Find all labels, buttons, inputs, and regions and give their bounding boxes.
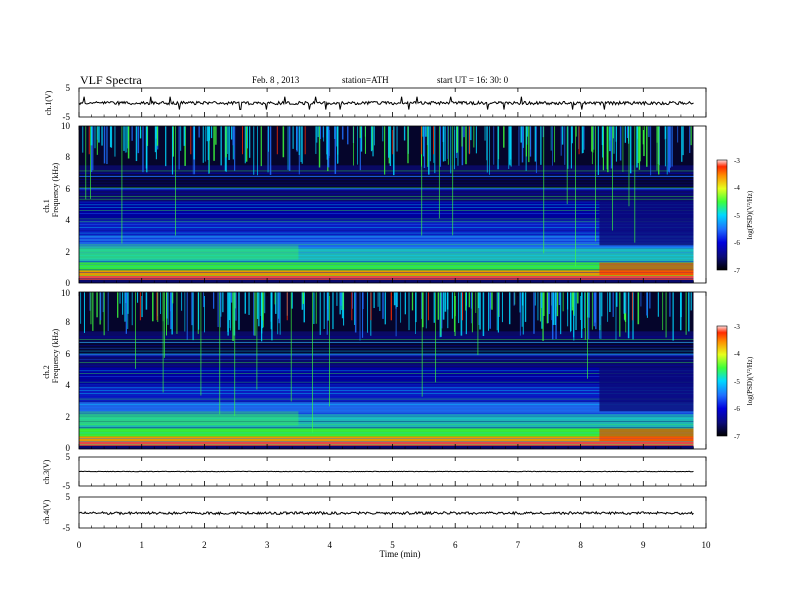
ch1-ytick-10: 10	[61, 121, 71, 131]
ch1-spectrogram-panel: 0 2 4 6 8 10 ch.1 Frequency (kHz) -3 -4 …	[42, 121, 754, 288]
ch3-ytick-top: 5	[66, 452, 71, 462]
x-tick-label-4: 4	[328, 540, 333, 550]
chart-title: VLF Spectra	[80, 73, 142, 87]
x-tick-label-0: 0	[77, 540, 82, 550]
spectral-band-3	[79, 354, 694, 368]
ch4-waveform-ylabel: ch.4(V)	[42, 499, 51, 524]
ch1-colorbar: -3 -4 -5 -6 -7 log(PSD)(V²/Hz)	[716, 157, 754, 275]
ch1-spectrogram-ylabel-frequency: Frequency (kHz)	[51, 162, 60, 217]
spectral-band-6	[79, 401, 694, 415]
spectral-band-11	[79, 445, 694, 449]
ch1-spectrogram-ylabel-channel: ch.1	[42, 199, 51, 213]
ch2-colorbar-tick-minus3: -3	[734, 323, 740, 331]
spectral-band-9	[79, 436, 694, 442]
waveform-path	[78, 96, 694, 110]
x-tick-label-5: 5	[390, 540, 395, 550]
x-tick-label-6: 6	[453, 540, 458, 550]
ch1-spectrogram-image	[79, 126, 694, 283]
x-tick-label-3: 3	[265, 540, 270, 550]
spectral-band-5	[79, 220, 694, 236]
spectral-band-1	[79, 165, 694, 175]
spectral-band-10	[79, 441, 694, 446]
ch2-ytick-8: 8	[66, 317, 71, 327]
ch2-spectrogram-image	[79, 292, 694, 449]
ch4-waveform-trace	[78, 510, 694, 516]
ch1-waveform-ylabel: ch.1(V)	[44, 90, 53, 115]
time-axis-ticks: 0 1 2 3 4 5 6 7 8 9 10	[77, 88, 711, 550]
ch2-ytick-10: 10	[61, 288, 71, 298]
ch2-colorbar: -3 -4 -5 -6 -7 log(PSD)(V²/Hz)	[716, 323, 754, 441]
ch3-ytick-bottom: -5	[63, 481, 71, 491]
ch1-colorbar-tick-minus3: -3	[734, 157, 740, 165]
ch2-spectrogram-ylabel-channel: ch.2	[42, 365, 51, 379]
spectral-band-8	[79, 262, 694, 271]
ch1-ytick-8: 8	[66, 152, 71, 162]
x-tick-label-9: 9	[641, 540, 646, 550]
segment-mid-band	[599, 201, 694, 246]
segment-mid-band	[599, 367, 694, 412]
start-time-label: start UT = 16: 30: 0	[437, 75, 509, 85]
spectral-band-8	[79, 428, 694, 437]
ch2-spectrogram-panel: 0 2 4 6 8 10 ch.2 Frequency (kHz) -3 -4 …	[42, 288, 754, 453]
segment-low-band	[599, 262, 694, 276]
spectral-band-6	[79, 235, 694, 249]
ch2-colorbar-tick-minus4: -4	[734, 350, 740, 358]
x-tick-label-2: 2	[202, 540, 207, 550]
ch1-colorbar-tick-minus6: -6	[734, 239, 740, 247]
ch2-ytick-0: 0	[66, 443, 71, 453]
ch1-ytick-top: 5	[66, 83, 71, 93]
x-tick-label-10: 10	[702, 540, 712, 550]
spectral-band-11	[79, 279, 694, 283]
spectral-band-3	[79, 188, 694, 202]
ch1-ytick-4: 4	[66, 215, 71, 225]
ch1-colorbar-label: log(PSD)(V²/Hz)	[746, 190, 754, 239]
ch2-ytick-4: 4	[66, 380, 71, 390]
ch1-waveform-panel: 5 -5 ch.1(V)	[44, 83, 707, 122]
early-green-band	[79, 411, 299, 426]
early-green-band	[79, 245, 299, 260]
ch1-waveform-trace	[78, 96, 694, 110]
ch1-colorbar-gradient	[716, 159, 728, 271]
ch1-ytick-bottom: -5	[63, 112, 71, 122]
ch2-colorbar-label: log(PSD)(V²/Hz)	[746, 356, 754, 405]
ch4-ytick-bottom: -5	[63, 523, 71, 533]
ch2-ytick-2: 2	[66, 412, 71, 422]
waveform-path	[78, 510, 694, 516]
spectral-band-4	[79, 201, 694, 221]
ch2-ytick-6: 6	[66, 349, 71, 359]
spectral-band-10	[79, 275, 694, 280]
ch1-colorbar-tick-minus7: -7	[734, 267, 740, 275]
ch1-ytick-2: 2	[66, 247, 71, 257]
ch1-colorbar-tick-minus4: -4	[734, 184, 740, 192]
x-tick-label-8: 8	[578, 540, 583, 550]
x-axis-label: Time (min)	[380, 549, 421, 559]
spectral-band-0	[79, 126, 694, 166]
x-tick-label-7: 7	[516, 540, 521, 550]
ch1-colorbar-tick-minus5: -5	[734, 212, 740, 220]
spectral-band-4	[79, 367, 694, 387]
ch4-ytick-top: 5	[66, 492, 71, 502]
spectral-band-5	[79, 386, 694, 402]
ch2-spectrogram-ylabel-frequency: Frequency (kHz)	[51, 328, 60, 383]
ch1-ytick-6: 6	[66, 184, 71, 194]
x-tick-label-1: 1	[139, 540, 144, 550]
segment-low-band	[599, 428, 694, 442]
ch1-ytick-0: 0	[66, 278, 71, 288]
date-label: Feb. 8 , 2013	[252, 75, 300, 85]
spectral-band-1	[79, 331, 694, 341]
ch2-colorbar-tick-minus6: -6	[734, 405, 740, 413]
ch2-colorbar-tick-minus5: -5	[734, 378, 740, 386]
station-label: station=ATH	[342, 75, 389, 85]
spectral-band-9	[79, 270, 694, 276]
ch3-waveform-ylabel: ch.3(V)	[42, 459, 51, 484]
ch2-colorbar-tick-minus7: -7	[734, 433, 740, 441]
ch2-colorbar-gradient	[716, 325, 728, 437]
